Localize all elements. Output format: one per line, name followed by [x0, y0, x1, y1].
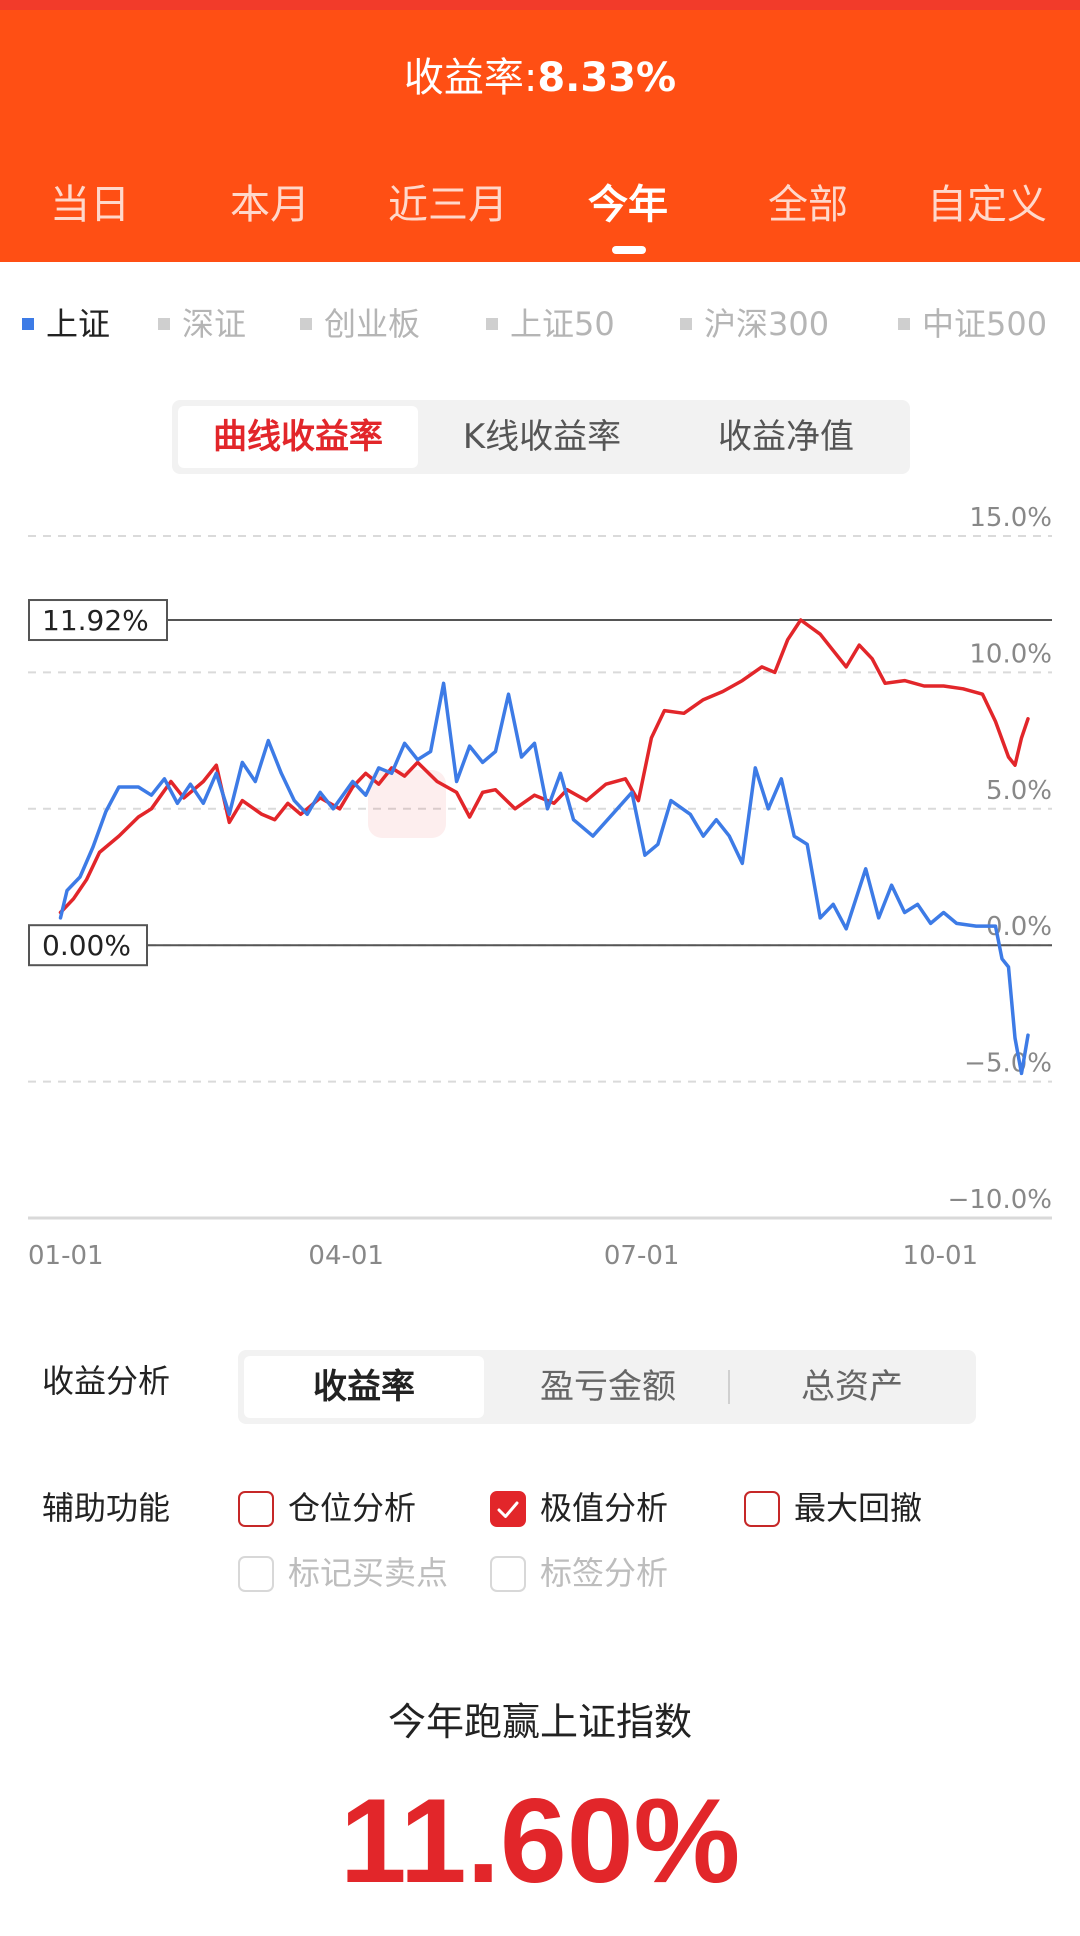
analysis-total-assets[interactable]: 总资产	[801, 1367, 903, 1407]
index-shanghai[interactable]: 上证	[22, 296, 110, 352]
position-analysis-checkbox[interactable]: 仓位分析	[238, 1483, 438, 1533]
analysis-label: 收益分析	[42, 1362, 171, 1400]
x-tick-label: 10-01	[903, 1241, 979, 1271]
legend-square-icon	[486, 318, 498, 330]
aux-label: 辅助功能	[42, 1489, 171, 1527]
return-rate-heading: 收益率:8.33%	[0, 48, 1080, 108]
checkbox-box	[238, 1556, 274, 1592]
tab-this-year[interactable]: 今年	[588, 182, 668, 228]
analysis-return-rate[interactable]: 收益率	[244, 1356, 484, 1418]
index-label: 上证	[46, 305, 111, 343]
tab-this-month[interactable]: 本月	[230, 182, 310, 228]
checkbox-label: 极值分析	[540, 1489, 669, 1527]
x-tick-label: 07-01	[604, 1241, 680, 1271]
max-drawdown-checkbox[interactable]: 最大回撤	[744, 1483, 944, 1533]
mode-curve-return[interactable]: 曲线收益率	[178, 406, 418, 468]
checkbox-label: 标签分析	[540, 1554, 669, 1592]
analysis-selector: 收益率 盈亏金额 总资产	[238, 1350, 976, 1424]
index-return-line	[58, 681, 1030, 1076]
header-bar: 收益率:8.33% 当日 本月 近三月 今年 全部 自定义	[0, 0, 1080, 262]
legend-square-icon	[22, 318, 34, 330]
max-value-label: 11.92%	[42, 604, 149, 637]
analysis-profit-amount[interactable]: 盈亏金额	[540, 1367, 676, 1407]
beat-index-title: 今年跑赢上证指数	[387, 1700, 692, 1744]
checkbox-box	[490, 1491, 526, 1527]
chart-mode-selector: 曲线收益率 K线收益率 收益净值	[172, 400, 910, 474]
x-tick-label: 01-01	[28, 1241, 104, 1271]
index-label: 中证500	[922, 305, 1048, 343]
legend-square-icon	[898, 318, 910, 330]
y-tick-label: 5.0%	[986, 776, 1052, 806]
tab-all[interactable]: 全部	[768, 182, 848, 228]
legend-square-icon	[158, 318, 170, 330]
index-csi300[interactable]: 沪深300	[680, 296, 829, 352]
tag-analysis-checkbox[interactable]: 标签分析	[490, 1548, 690, 1598]
checkbox-box	[238, 1491, 274, 1527]
zero-value-tag	[28, 924, 148, 967]
portfolio-return-line	[58, 618, 1030, 915]
y-tick-label: −5.0%	[964, 1049, 1052, 1079]
index-label: 创业板	[324, 305, 421, 343]
trade-marks-checkbox[interactable]: 标记买卖点	[238, 1548, 468, 1598]
period-tabs: 当日 本月 近三月 今年 全部 自定义	[0, 170, 1080, 240]
checkmark-icon	[497, 1501, 519, 1518]
segment-divider	[728, 1370, 730, 1404]
y-tick-label: 15.0%	[969, 503, 1052, 533]
max-value-tag	[28, 599, 168, 642]
index-shenzhen[interactable]: 深证	[158, 296, 246, 352]
tab-last-three-months[interactable]: 近三月	[388, 182, 508, 228]
zero-value-label: 0.00%	[42, 929, 131, 962]
return-chart[interactable]: 15.0% 10.0% 5.0% 0.0% −5.0% −10.0% 01-01 04-01 0…	[0, 490, 1080, 1290]
return-rate-label: 收益率:	[403, 55, 538, 101]
index-csi500[interactable]: 中证500	[898, 296, 1047, 352]
index-label: 沪深300	[704, 305, 830, 343]
beat-index-value: 11.60%	[339, 1774, 741, 1908]
index-label: 上证50	[510, 305, 615, 343]
index-label: 深证	[182, 305, 247, 343]
legend-square-icon	[300, 318, 312, 330]
return-chart-svg: 15.0%10.0%5.0%0.0%−5.0%−10.0%01-01 04-01 0…	[28, 503, 1052, 1271]
checkbox-box	[744, 1491, 780, 1527]
index-chinext[interactable]: 创业板	[300, 296, 420, 352]
y-tick-label: −10.0%	[948, 1185, 1052, 1215]
checkbox-label: 标记买卖点	[288, 1554, 449, 1592]
checkbox-label: 最大回撤	[794, 1489, 923, 1527]
legend-square-icon	[680, 318, 692, 330]
watermark-logo-icon	[368, 770, 446, 838]
index-selector: 上证 深证 创业板 上证50 沪深300 中证500	[0, 296, 1080, 352]
tab-today[interactable]: 当日	[50, 182, 130, 228]
extreme-analysis-checkbox[interactable]: 极值分析	[490, 1483, 690, 1533]
tab-custom[interactable]: 自定义	[927, 182, 1047, 228]
checkbox-box	[490, 1556, 526, 1592]
return-rate-value: 8.33%	[537, 55, 677, 101]
x-tick-label: 04-01	[308, 1241, 384, 1271]
active-tab-indicator	[612, 246, 646, 254]
mode-kline-return[interactable]: K线收益率	[462, 417, 622, 457]
mode-net-value[interactable]: 收益净值	[718, 417, 854, 457]
y-tick-label: 10.0%	[969, 639, 1052, 669]
index-sse50[interactable]: 上证50	[486, 296, 615, 352]
checkbox-label: 仓位分析	[288, 1489, 417, 1527]
